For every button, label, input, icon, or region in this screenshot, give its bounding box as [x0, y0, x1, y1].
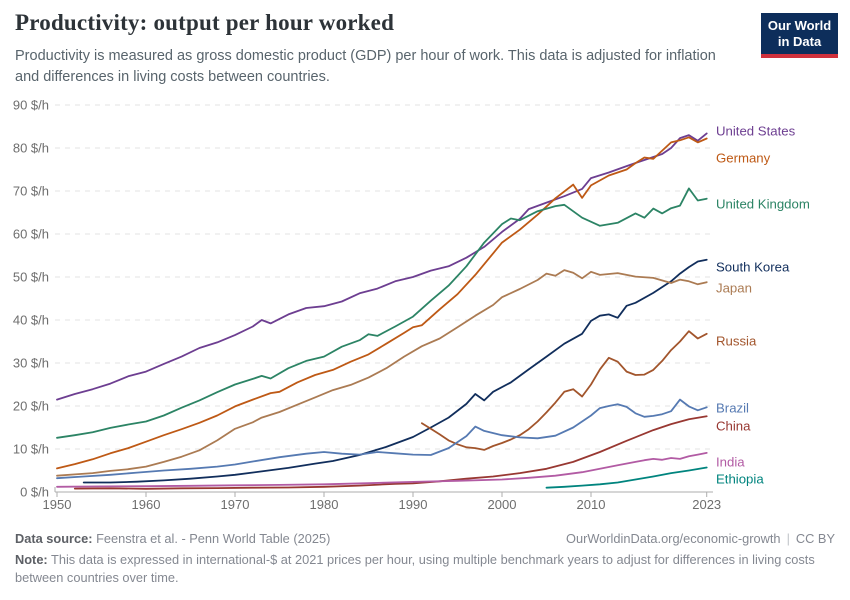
owid-logo-line1: Our World	[767, 18, 832, 33]
data-source-label: Data source:	[15, 530, 93, 546]
y-axis-tick-label: 80 $/h	[13, 141, 49, 156]
owid-logo[interactable]: Our World in Data	[761, 13, 838, 58]
line-united-kingdom	[56, 187, 708, 439]
productivity-chart: 0 $/h 10 $/h 20 $/h 30 $/h 40 $/h 50 $/h 60 $/…	[13, 98, 810, 512]
chart-header: Productivity: output per hour worked Pro…	[15, 10, 745, 87]
series-label-brazil[interactable]: Brazil	[716, 401, 749, 416]
footer-links: OurWorldinData.org/economic-growth | CC BY	[566, 531, 835, 546]
series-label-united-states[interactable]: United States	[716, 124, 796, 139]
line-india	[56, 451, 708, 488]
line-south-korea	[82, 258, 708, 484]
line-japan	[56, 269, 708, 477]
x-axis-tick-label: 2010	[577, 497, 606, 512]
owid-logo-line2: in Data	[777, 34, 822, 49]
x-axis-tick-label: 1970	[221, 497, 250, 512]
series-label-germany[interactable]: Germany	[716, 151, 771, 166]
x-axis: 1950 1960 1970 1980 1990 2000 2010 2023	[43, 487, 721, 512]
series-labels: United States Germany United Kingdom South …	[716, 124, 810, 487]
x-axis-tick-label: 1950	[43, 497, 72, 512]
series-label-russia[interactable]: Russia	[716, 334, 757, 349]
chart-subtitle: Productivity is measured as gross domest…	[15, 48, 716, 85]
y-axis-tick-label: 10 $/h	[13, 442, 49, 457]
y-axis-tick-label: 90 $/h	[13, 98, 49, 113]
series-label-china[interactable]: China	[716, 419, 751, 434]
license-badge: CC BY	[795, 530, 835, 546]
line-brazil	[56, 398, 708, 480]
gridlines: 0 $/h 10 $/h 20 $/h 30 $/h 40 $/h 50 $/h 60 $/…	[13, 98, 713, 500]
x-axis-tick-label: 2000	[488, 497, 517, 512]
chart-area: 0 $/h 10 $/h 20 $/h 30 $/h 40 $/h 50 $/h 60 $/…	[0, 95, 850, 520]
line-russia	[420, 330, 708, 451]
y-axis-tick-label: 40 $/h	[13, 313, 49, 328]
line-germany	[56, 136, 708, 470]
line-united-states	[56, 132, 708, 401]
series-label-india[interactable]: India	[716, 455, 745, 470]
series-label-united-kingdom[interactable]: United Kingdom	[716, 197, 810, 212]
x-axis-tick-label: 1980	[310, 497, 339, 512]
data-source: Data source: Feenstra et al. - Penn Worl…	[15, 531, 330, 546]
y-axis-tick-label: 60 $/h	[13, 227, 49, 242]
data-source-text: Feenstra et al. - Penn World Table (2025…	[92, 530, 331, 546]
series-lines	[56, 132, 708, 490]
series-label-japan[interactable]: Japan	[716, 281, 752, 296]
x-axis-tick-label: 1960	[132, 497, 161, 512]
series-label-south-korea[interactable]: South Korea	[716, 260, 790, 275]
page-title: Productivity: output per hour worked	[15, 10, 395, 35]
y-axis-tick-label: 30 $/h	[13, 356, 49, 371]
note-label: Note:	[15, 551, 48, 567]
footer-separator: |	[786, 530, 790, 546]
owid-url-link[interactable]: OurWorldinData.org/economic-growth	[566, 530, 781, 546]
y-axis-tick-label: 70 $/h	[13, 184, 49, 199]
line-ethiopia	[545, 466, 708, 489]
x-axis-tick-label: 2023	[692, 497, 721, 512]
note-text: This data is expressed in international-…	[15, 551, 815, 586]
chart-footer: Data source: Feenstra et al. - Penn Worl…	[15, 531, 835, 588]
chart-note: Note: This data is expressed in internat…	[15, 551, 827, 588]
y-axis-tick-label: 0 $/h	[20, 485, 49, 500]
series-label-ethiopia[interactable]: Ethiopia	[716, 472, 764, 487]
y-axis-tick-label: 50 $/h	[13, 270, 49, 285]
y-axis-tick-label: 20 $/h	[13, 399, 49, 414]
x-axis-tick-label: 1990	[399, 497, 428, 512]
